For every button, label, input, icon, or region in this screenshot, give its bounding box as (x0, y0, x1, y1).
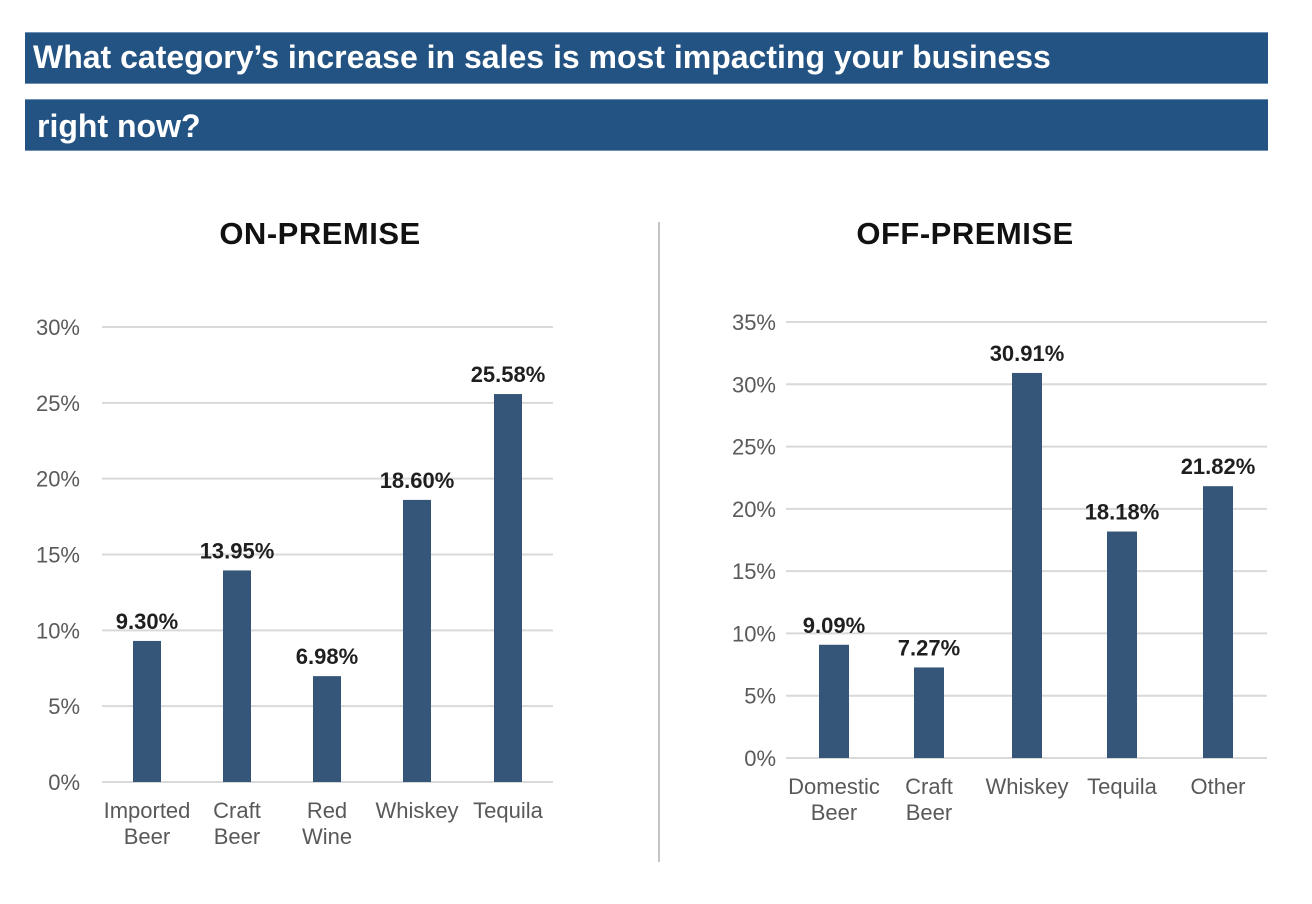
off-premise-bar (1107, 531, 1137, 758)
on-premise-data-label: 6.98% (296, 644, 358, 669)
on-premise-bar (403, 499, 431, 782)
on-premise-category-label: Whiskey (375, 798, 458, 823)
off-premise-category-label: Domestic Beer (788, 774, 880, 825)
header-title-line-1: What category’s increase in sales is mos… (33, 39, 1051, 75)
off-premise-bar (914, 667, 944, 758)
on-premise-category-label: Imported Beer (104, 798, 191, 849)
on-premise-bar (313, 676, 341, 782)
off-premise-data-label: 21.82% (1181, 454, 1256, 479)
off-premise-y-tick-label: 20% (732, 497, 776, 522)
off-premise-y-tick-label: 0% (744, 746, 776, 771)
on-premise-bar (494, 394, 522, 782)
header-title-line-2: right now? (37, 108, 201, 144)
on-premise-bar (223, 570, 251, 782)
off-premise-y-tick-label: 15% (732, 559, 776, 584)
on-premise-y-tick-label: 25% (36, 391, 80, 416)
off-premise-data-label: 30.91% (990, 341, 1065, 366)
on-premise-data-label: 18.60% (380, 468, 455, 493)
off-premise-bar (1012, 372, 1042, 758)
on-premise-bar (133, 640, 161, 782)
on-premise-category-label: Tequila (473, 798, 543, 823)
on-premise-y-tick-label: 20% (36, 467, 80, 492)
off-premise-category-label: Whiskey (985, 774, 1068, 799)
on-premise-category-label: Craft Beer (213, 798, 261, 849)
on-premise-chart-title: ON-PREMISE (219, 216, 421, 251)
off-premise-y-tick-label: 5% (744, 684, 776, 709)
on-premise-y-tick-label: 30% (36, 315, 80, 340)
on-premise-data-label: 9.30% (116, 609, 178, 634)
off-premise-category-label: Tequila (1087, 774, 1157, 799)
off-premise-category-label: Craft Beer (905, 774, 953, 825)
panel-divider (658, 222, 660, 862)
on-premise-y-tick-label: 5% (48, 694, 80, 719)
header-banner-line-2: right now? (25, 99, 1268, 151)
off-premise-y-tick-label: 10% (732, 621, 776, 646)
on-premise-y-tick-label: 10% (36, 618, 80, 643)
off-premise-category-label: Other (1190, 774, 1245, 799)
on-premise-y-tick-label: 0% (48, 770, 80, 795)
off-premise-y-tick-label: 30% (732, 372, 776, 397)
off-premise-data-label: 9.09% (803, 613, 865, 638)
off-premise-data-label: 7.27% (898, 635, 960, 660)
off-premise-y-tick-label: 35% (732, 310, 776, 335)
on-premise-data-label: 13.95% (200, 538, 275, 563)
on-premise-data-label: 25.58% (471, 362, 546, 387)
header-banner-line-1: What category’s increase in sales is mos… (25, 32, 1268, 84)
off-premise-y-tick-label: 25% (732, 435, 776, 460)
on-premise-category-label: Red Wine (302, 798, 352, 849)
off-premise-bar (1203, 486, 1233, 758)
off-premise-data-label: 18.18% (1085, 500, 1160, 525)
off-premise-bar (819, 644, 849, 758)
off-premise-chart-title: OFF-PREMISE (856, 216, 1074, 251)
on-premise-y-tick-label: 15% (36, 543, 80, 568)
